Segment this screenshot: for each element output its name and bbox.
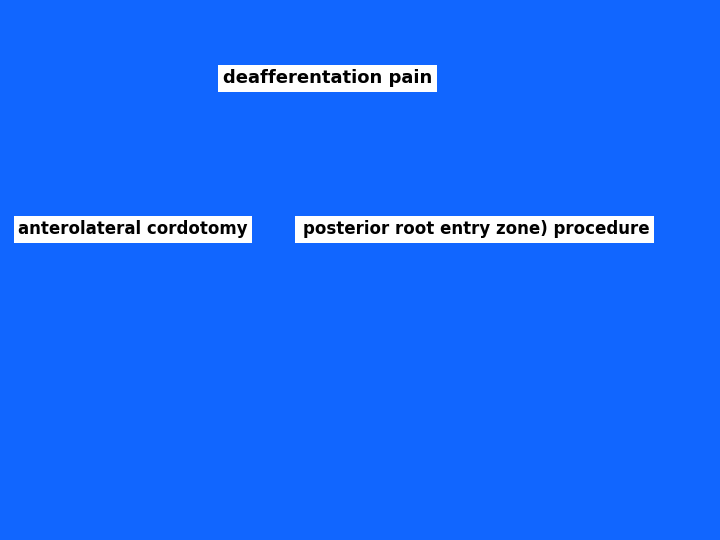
Text: anterolateral cordotomy: anterolateral cordotomy — [19, 220, 248, 239]
Text: deafferentation pain: deafferentation pain — [223, 69, 432, 87]
Text: Vs: Vs — [300, 220, 323, 239]
Text: posterior root entry zone) procedure: posterior root entry zone) procedure — [303, 220, 650, 239]
